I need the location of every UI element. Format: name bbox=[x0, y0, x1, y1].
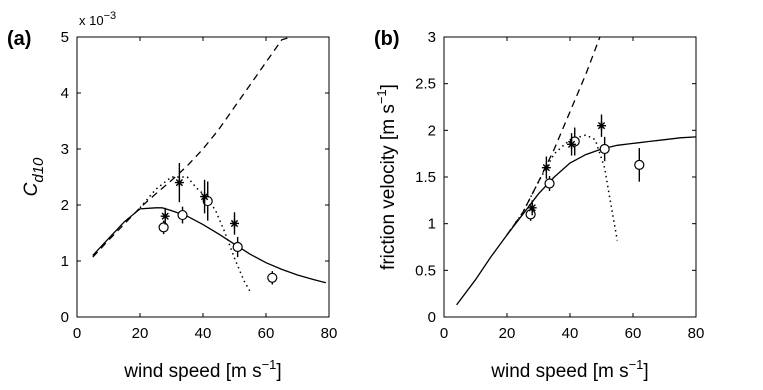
y-tick-label: 1 bbox=[428, 216, 436, 233]
x-tick-label: 60 bbox=[625, 325, 642, 342]
series-line-dashed bbox=[506, 37, 601, 236]
y-tick-label: 5 bbox=[61, 29, 69, 46]
chart-panel-b: 0 20 40 60 80 0 0.5 1 1.5 2 2.5 3 (b) wind speed [m s… bbox=[374, 28, 704, 382]
data-point-circle bbox=[158, 222, 169, 233]
y-axis-label: Cd10 bbox=[21, 157, 47, 196]
panel-label: (b) bbox=[374, 28, 400, 50]
y-tick-label: 0 bbox=[61, 309, 69, 326]
x-axis-label-end: ] bbox=[643, 361, 648, 382]
series-group bbox=[92, 37, 327, 293]
data-point-star bbox=[174, 178, 184, 188]
series-line-dashed bbox=[92, 37, 292, 258]
y-tick-label: 3 bbox=[428, 29, 436, 46]
y-tick-label: 2 bbox=[428, 122, 436, 139]
y-tick-label: 2.5 bbox=[415, 76, 436, 93]
series-line-dotted bbox=[506, 134, 619, 241]
x-tick-label: 0 bbox=[73, 325, 81, 342]
y-axis-label-sup: −1 bbox=[374, 89, 389, 104]
y-tick-label: 3 bbox=[61, 141, 69, 158]
series-line-solid bbox=[92, 207, 327, 284]
data-point-star bbox=[200, 192, 210, 202]
x-axis-label-end: ] bbox=[276, 361, 281, 382]
data-point-circle bbox=[525, 209, 536, 220]
x-tick-label: 0 bbox=[440, 325, 448, 342]
y-axis-label-sub: d10 bbox=[30, 157, 47, 183]
x-axis-label: wind speed [m s−1] bbox=[123, 357, 281, 382]
data-point-star bbox=[230, 218, 239, 228]
panel-label: (a) bbox=[7, 28, 31, 50]
data-point-circle bbox=[267, 272, 278, 283]
x-tick-label: 80 bbox=[688, 325, 705, 342]
y-tick-label: 1 bbox=[61, 253, 69, 270]
series-line-dotted bbox=[139, 176, 251, 293]
y-tick-label: 0.5 bbox=[415, 262, 436, 279]
data-point-circle bbox=[634, 159, 645, 170]
y-axis-multiplier-base: x 10 bbox=[79, 13, 104, 28]
plot-area-frame bbox=[443, 36, 697, 318]
x-tick-label: 20 bbox=[499, 325, 516, 342]
data-point-circle bbox=[599, 143, 610, 155]
data-point-star bbox=[597, 121, 606, 131]
y-axis-multiplier: x 10−3 bbox=[79, 10, 116, 28]
x-tick-label: 40 bbox=[195, 325, 212, 342]
data-point-star bbox=[160, 211, 170, 221]
y-axis-multiplier-exp: −3 bbox=[104, 10, 117, 22]
x-axis-label-text: wind speed [m s bbox=[123, 361, 261, 382]
y-axis-label-end: ] bbox=[378, 84, 399, 89]
data-point-circle bbox=[177, 209, 188, 221]
y-axis-label-text: friction velocity [m s bbox=[378, 104, 399, 270]
x-tick-label: 60 bbox=[258, 325, 275, 342]
series-group bbox=[456, 37, 696, 306]
y-tick-label: 1.5 bbox=[415, 169, 436, 186]
plot-area-frame bbox=[76, 36, 330, 318]
data-point-star bbox=[527, 203, 537, 213]
x-tick-label: 40 bbox=[562, 325, 579, 342]
data-point-circle bbox=[232, 241, 243, 253]
data-point-star bbox=[541, 163, 551, 173]
y-tick-label: 2 bbox=[61, 197, 69, 214]
x-tick-label: 80 bbox=[321, 325, 338, 342]
x-axis-label-text: wind speed [m s bbox=[490, 361, 628, 382]
x-axis-label-sup: −1 bbox=[262, 357, 277, 372]
data-point-star bbox=[567, 139, 577, 149]
x-tick-label: 20 bbox=[132, 325, 149, 342]
y-tick-label: 0 bbox=[428, 309, 436, 326]
y-tick-label: 4 bbox=[61, 85, 69, 102]
x-axis-label-sup: −1 bbox=[629, 357, 644, 372]
y-axis-label-text: C bbox=[21, 182, 42, 196]
series-line-solid bbox=[456, 136, 696, 306]
chart-panel-a: 0 20 40 60 80 0 1 2 3 4 5 (a) wind speed [m s−1] Cd10… bbox=[7, 10, 337, 382]
x-axis-label: wind speed [m s−1] bbox=[490, 357, 648, 382]
data-point-circle bbox=[544, 178, 555, 189]
y-axis-label: friction velocity [m s−1] bbox=[374, 84, 399, 270]
